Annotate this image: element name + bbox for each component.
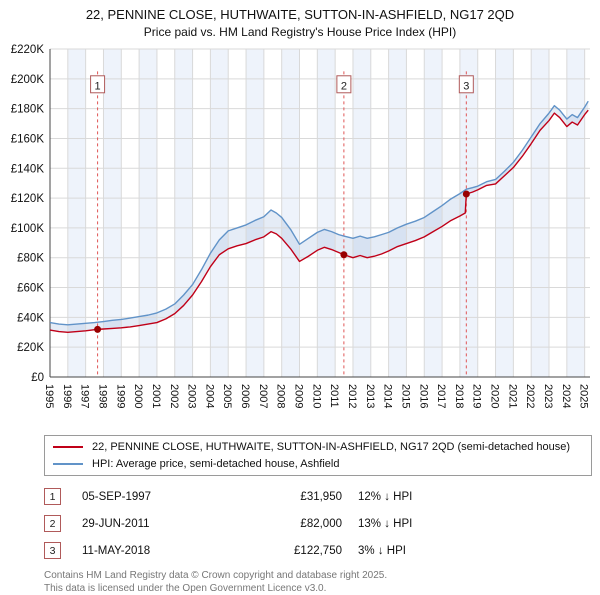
x-tick-label: 2025 bbox=[578, 384, 590, 408]
sale-number-badge: 2 bbox=[44, 515, 61, 532]
sale-marker-badge bbox=[336, 75, 352, 94]
sale-date: 05-SEP-1997 bbox=[82, 490, 152, 503]
sale-marker-badge bbox=[458, 75, 474, 94]
footer-line-2: This data is licensed under the Open Gov… bbox=[44, 583, 327, 594]
page-title: 22, PENNINE CLOSE, HUTHWAITE, SUTTON-IN-… bbox=[85, 7, 515, 22]
x-tick-label: 2008 bbox=[275, 384, 287, 408]
x-tick-label: 2019 bbox=[471, 384, 483, 408]
x-tick-label: 2004 bbox=[203, 384, 215, 408]
x-tick-label: 2018 bbox=[453, 384, 465, 408]
sale-price: £82,000 bbox=[300, 517, 342, 530]
x-tick-label: 2005 bbox=[221, 384, 233, 408]
property-line bbox=[49, 109, 589, 333]
table-row: 2 29-JUN-2011 £82,000 13% ↓ HPI bbox=[44, 515, 600, 532]
x-tick-label: 2020 bbox=[489, 384, 501, 408]
y-tick-label: £20K bbox=[17, 342, 44, 354]
y-tick-label: £100K bbox=[11, 223, 45, 235]
y-tick-label: £160K bbox=[11, 133, 45, 145]
legend-label-hpi: HPI: Average price, semi-detached house,… bbox=[92, 458, 340, 470]
y-tick-label: £0 bbox=[31, 372, 44, 384]
x-tick-label: 2024 bbox=[560, 384, 572, 408]
hpi-line-swatch bbox=[53, 463, 83, 465]
x-tick-label: 2022 bbox=[524, 384, 536, 408]
y-tick-label: £140K bbox=[11, 163, 45, 175]
sale-marker-dot bbox=[94, 325, 102, 333]
x-tick-label: 2001 bbox=[150, 384, 162, 408]
sale-date: 11-MAY-2018 bbox=[82, 544, 151, 557]
sale-hpi-delta: 3% ↓ HPI bbox=[358, 544, 406, 557]
hpi-line bbox=[49, 100, 589, 326]
x-tick-label: 2015 bbox=[399, 384, 411, 408]
sale-price: £31,950 bbox=[300, 490, 342, 503]
sales-table: 1 05-SEP-1997 £31,950 12% ↓ HPI 2 29-JUN… bbox=[44, 488, 600, 559]
x-tick-label: 2021 bbox=[506, 384, 518, 408]
x-tick-label: 2012 bbox=[346, 384, 358, 408]
sale-number-badge: 1 bbox=[44, 488, 61, 505]
x-tick-label: 2016 bbox=[417, 384, 429, 408]
x-tick-label: 1999 bbox=[114, 384, 126, 408]
x-tick-label: 1995 bbox=[43, 384, 55, 408]
sale-marker-badge-number: 3 bbox=[463, 80, 469, 92]
x-tick-label: 2002 bbox=[168, 384, 180, 408]
sale-marker-dot bbox=[462, 190, 470, 198]
x-tick-label: 2014 bbox=[382, 384, 394, 408]
legend-item-property: 22, PENNINE CLOSE, HUTHWAITE, SUTTON-IN-… bbox=[53, 441, 583, 453]
year-stripes bbox=[67, 49, 585, 377]
y-tick-label: £120K bbox=[11, 193, 45, 205]
sale-marker-dot bbox=[340, 251, 348, 259]
x-tick-label: 1996 bbox=[61, 384, 73, 408]
y-tick-label: £60K bbox=[17, 283, 44, 295]
sale-date: 29-JUN-2011 bbox=[82, 517, 150, 530]
sale-number-badge: 3 bbox=[44, 542, 61, 559]
y-tick-label: £220K bbox=[11, 44, 45, 56]
sale-marker-badge bbox=[90, 75, 106, 94]
x-tick-label: 2023 bbox=[542, 384, 554, 408]
x-tick-label: 2000 bbox=[132, 384, 144, 408]
y-tick-label: £180K bbox=[11, 104, 45, 116]
chart-header: 22, PENNINE CLOSE, HUTHWAITE, SUTTON-IN-… bbox=[0, 0, 600, 39]
sale-marker-badge-number: 2 bbox=[341, 80, 347, 92]
property-line-swatch bbox=[53, 446, 83, 448]
price-chart-svg: 1 2 3 £0 £20K £40K £60K £80K £100K £120K £140K £160… bbox=[11, 44, 590, 408]
x-tick-label: 2007 bbox=[257, 384, 269, 408]
y-tick-label: £200K bbox=[11, 74, 45, 86]
legend-item-hpi: HPI: Average price, semi-detached house,… bbox=[53, 458, 583, 470]
y-tick-label: £80K bbox=[17, 253, 44, 265]
table-row: 1 05-SEP-1997 £31,950 12% ↓ HPI bbox=[44, 488, 600, 505]
gridlines bbox=[49, 48, 590, 378]
sale-hpi-delta: 13% ↓ HPI bbox=[358, 517, 413, 530]
x-tick-label: 2011 bbox=[328, 384, 340, 408]
x-tick-label: 2006 bbox=[239, 384, 251, 408]
footer-line-1: Contains HM Land Registry data © Crown c… bbox=[44, 570, 388, 581]
sale-price: £122,750 bbox=[294, 544, 342, 557]
x-tick-label: 2003 bbox=[186, 384, 198, 408]
x-tick-label: 1997 bbox=[79, 384, 91, 408]
x-tick-label: 2009 bbox=[293, 384, 305, 408]
x-tick-label: 2013 bbox=[364, 384, 376, 408]
legend: 22, PENNINE CLOSE, HUTHWAITE, SUTTON-IN-… bbox=[44, 435, 592, 476]
page-subtitle: Price paid vs. HM Land Registry's House … bbox=[143, 25, 457, 39]
y-tick-label: £40K bbox=[17, 312, 44, 324]
legend-label-property: 22, PENNINE CLOSE, HUTHWAITE, SUTTON-IN-… bbox=[92, 441, 571, 453]
sale-marker-badge-number: 1 bbox=[95, 80, 101, 92]
copyright-footer: Contains HM Land Registry data © Crown c… bbox=[44, 569, 600, 595]
x-tick-label: 2010 bbox=[310, 384, 322, 408]
x-tick-label: 1998 bbox=[96, 384, 108, 408]
table-row: 3 11-MAY-2018 £122,750 3% ↓ HPI bbox=[44, 542, 600, 559]
x-tick-label: 2017 bbox=[435, 384, 447, 408]
price-chart: 1 2 3 £0 £20K £40K £60K £80K £100K £120K £140K £160… bbox=[0, 41, 600, 433]
sale-hpi-delta: 12% ↓ HPI bbox=[358, 490, 413, 503]
